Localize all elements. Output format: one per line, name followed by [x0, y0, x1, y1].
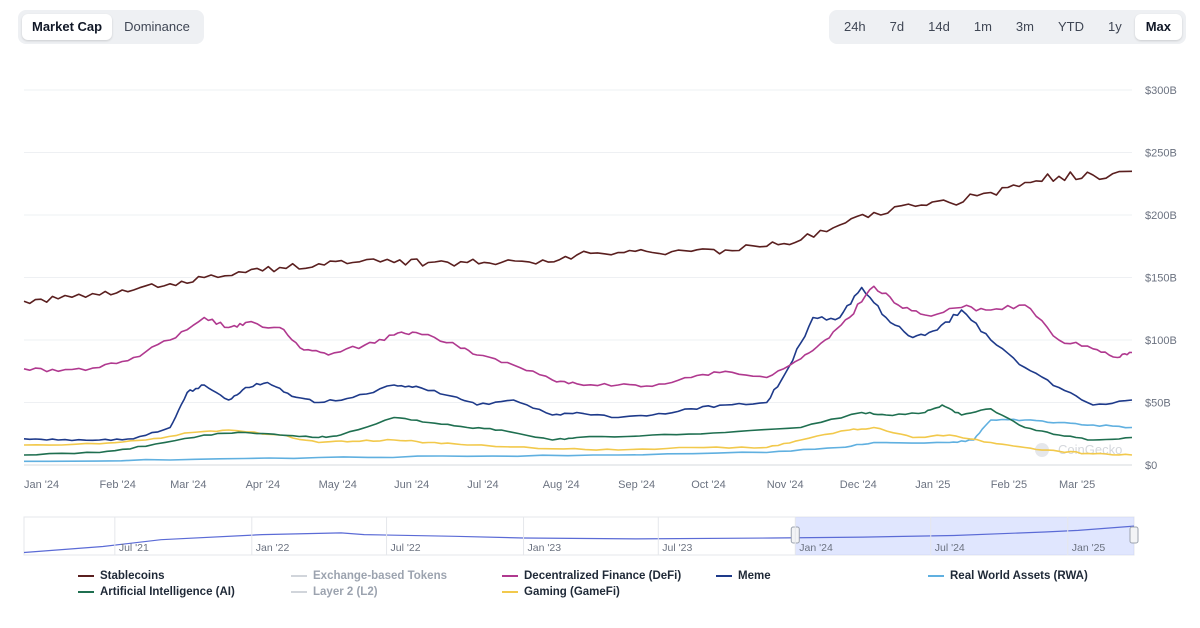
- x-tick-label: Dec '24: [840, 479, 877, 491]
- x-tick-label: Nov '24: [767, 479, 804, 491]
- navigator-selection[interactable]: [795, 517, 1134, 555]
- layer2-swatch: [291, 591, 307, 593]
- legend-item-exchange-tokens[interactable]: Exchange-based Tokens: [291, 570, 447, 582]
- range-1y-button[interactable]: 1y: [1107, 19, 1122, 34]
- x-tick-label: Mar '25: [1059, 479, 1095, 491]
- navigator-right-handle[interactable]: [1129, 526, 1139, 544]
- x-tick-label: Feb '24: [99, 479, 135, 491]
- ai-swatch: [78, 591, 94, 593]
- y-tick-label: $250B: [1145, 148, 1177, 160]
- y-axis: $0 $50B $100B $150B $200B $250B $300B: [1145, 85, 1177, 472]
- range-7d-button[interactable]: 7d: [889, 19, 905, 34]
- x-tick-label: Sep '24: [618, 479, 655, 491]
- x-tick-label: Aug '24: [543, 479, 580, 491]
- x-tick-label: Jan '24: [24, 479, 59, 491]
- gaming-swatch: [502, 591, 518, 593]
- chart-grid: [24, 89, 1132, 466]
- x-tick-label: Jun '24: [394, 479, 429, 491]
- range-max-button[interactable]: Max: [1134, 14, 1182, 40]
- range-ytd-button[interactable]: YTD: [1057, 19, 1084, 34]
- legend-label: Stablecoins: [100, 570, 165, 582]
- legend-item-layer2[interactable]: Layer 2 (L2): [291, 586, 378, 598]
- navigator-tick-label: Jan '22: [256, 542, 290, 554]
- navigator-tick-label: Jul '24: [935, 542, 965, 554]
- y-tick-label: $100B: [1145, 335, 1177, 347]
- series-line-artificial-intelligence-ai: [23, 404, 1133, 456]
- x-tick-label: Jul '24: [467, 479, 498, 491]
- y-tick-label: $50B: [1145, 398, 1171, 410]
- chart-legend: Stablecoins Exchange-based Tokens Decent…: [78, 570, 1178, 610]
- legend-label: Decentralized Finance (DeFi): [524, 570, 682, 582]
- range-24h-button[interactable]: 24h: [843, 19, 866, 34]
- range-1m-button[interactable]: 1m: [973, 19, 992, 34]
- x-tick-label: May '24: [319, 479, 357, 491]
- y-tick-label: $300B: [1145, 85, 1177, 97]
- y-tick-label: $200B: [1145, 210, 1177, 222]
- series-line-real-world-assets-rwa: [24, 418, 1133, 463]
- legend-item-defi[interactable]: Decentralized Finance (DeFi): [502, 570, 681, 582]
- navigator-tick-label: Jul '21: [119, 542, 149, 554]
- legend-item-ai[interactable]: Artificial Intelligence (AI): [78, 586, 235, 598]
- navigator-tick-label: Jan '25: [1072, 542, 1106, 554]
- legend-label: Artificial Intelligence (AI): [100, 586, 235, 598]
- legend-item-gaming[interactable]: Gaming (GameFi): [502, 586, 620, 598]
- x-tick-label: Oct '24: [691, 479, 726, 491]
- meme-swatch: [716, 575, 732, 577]
- series-line-stablecoins: [23, 170, 1133, 305]
- x-axis: Jan '24 Feb '24 Mar '24 Apr '24 May '24 Jun '…: [24, 479, 1095, 491]
- y-tick-label: $0: [1145, 460, 1157, 472]
- legend-item-stablecoins[interactable]: Stablecoins: [78, 570, 165, 582]
- legend-item-meme[interactable]: Meme: [716, 570, 771, 582]
- legend-label: Gaming (GameFi): [524, 586, 620, 598]
- navigator-tick-label: Jan '23: [528, 542, 562, 554]
- navigator-tick-label: Jan '24: [799, 542, 833, 554]
- series-line-gaming-gamefi: [23, 426, 1133, 456]
- navigator-tick-label: Jul '23: [662, 542, 692, 554]
- view-toggle: Market Cap Dominance: [18, 10, 204, 44]
- rwa-swatch: [928, 575, 944, 577]
- defi-swatch: [502, 575, 518, 577]
- legend-label: Real World Assets (RWA): [950, 570, 1088, 582]
- x-tick-label: Feb '25: [991, 479, 1027, 491]
- exchange-tokens-swatch: [291, 575, 307, 577]
- legend-item-rwa[interactable]: Real World Assets (RWA): [928, 570, 1088, 582]
- chart-series-lines: [23, 170, 1133, 463]
- legend-label: Layer 2 (L2): [313, 586, 378, 598]
- time-range-toggle: 24h 7d 14d 1m 3m YTD 1y Max: [828, 10, 1186, 44]
- range-navigator[interactable]: Jul '21 Jan '22 Jul '22 Jan '23 Jul '23 Jan '…: [23, 516, 1139, 556]
- tab-market-cap[interactable]: Market Cap: [22, 14, 113, 40]
- series-line-meme: [23, 286, 1133, 442]
- tab-dominance[interactable]: Dominance: [124, 19, 190, 34]
- range-3m-button[interactable]: 3m: [1015, 19, 1034, 34]
- navigator-tick-label: Jul '22: [391, 542, 421, 554]
- legend-label: Exchange-based Tokens: [313, 570, 447, 582]
- x-tick-label: Jan '25: [915, 479, 950, 491]
- series-line-decentralized-finance-defi: [23, 285, 1133, 388]
- stablecoins-swatch: [78, 575, 94, 577]
- range-14d-button[interactable]: 14d: [928, 19, 950, 34]
- x-tick-label: Apr '24: [246, 479, 281, 491]
- x-tick-label: Mar '24: [170, 479, 206, 491]
- y-tick-label: $150B: [1145, 273, 1177, 285]
- legend-label: Meme: [738, 570, 771, 582]
